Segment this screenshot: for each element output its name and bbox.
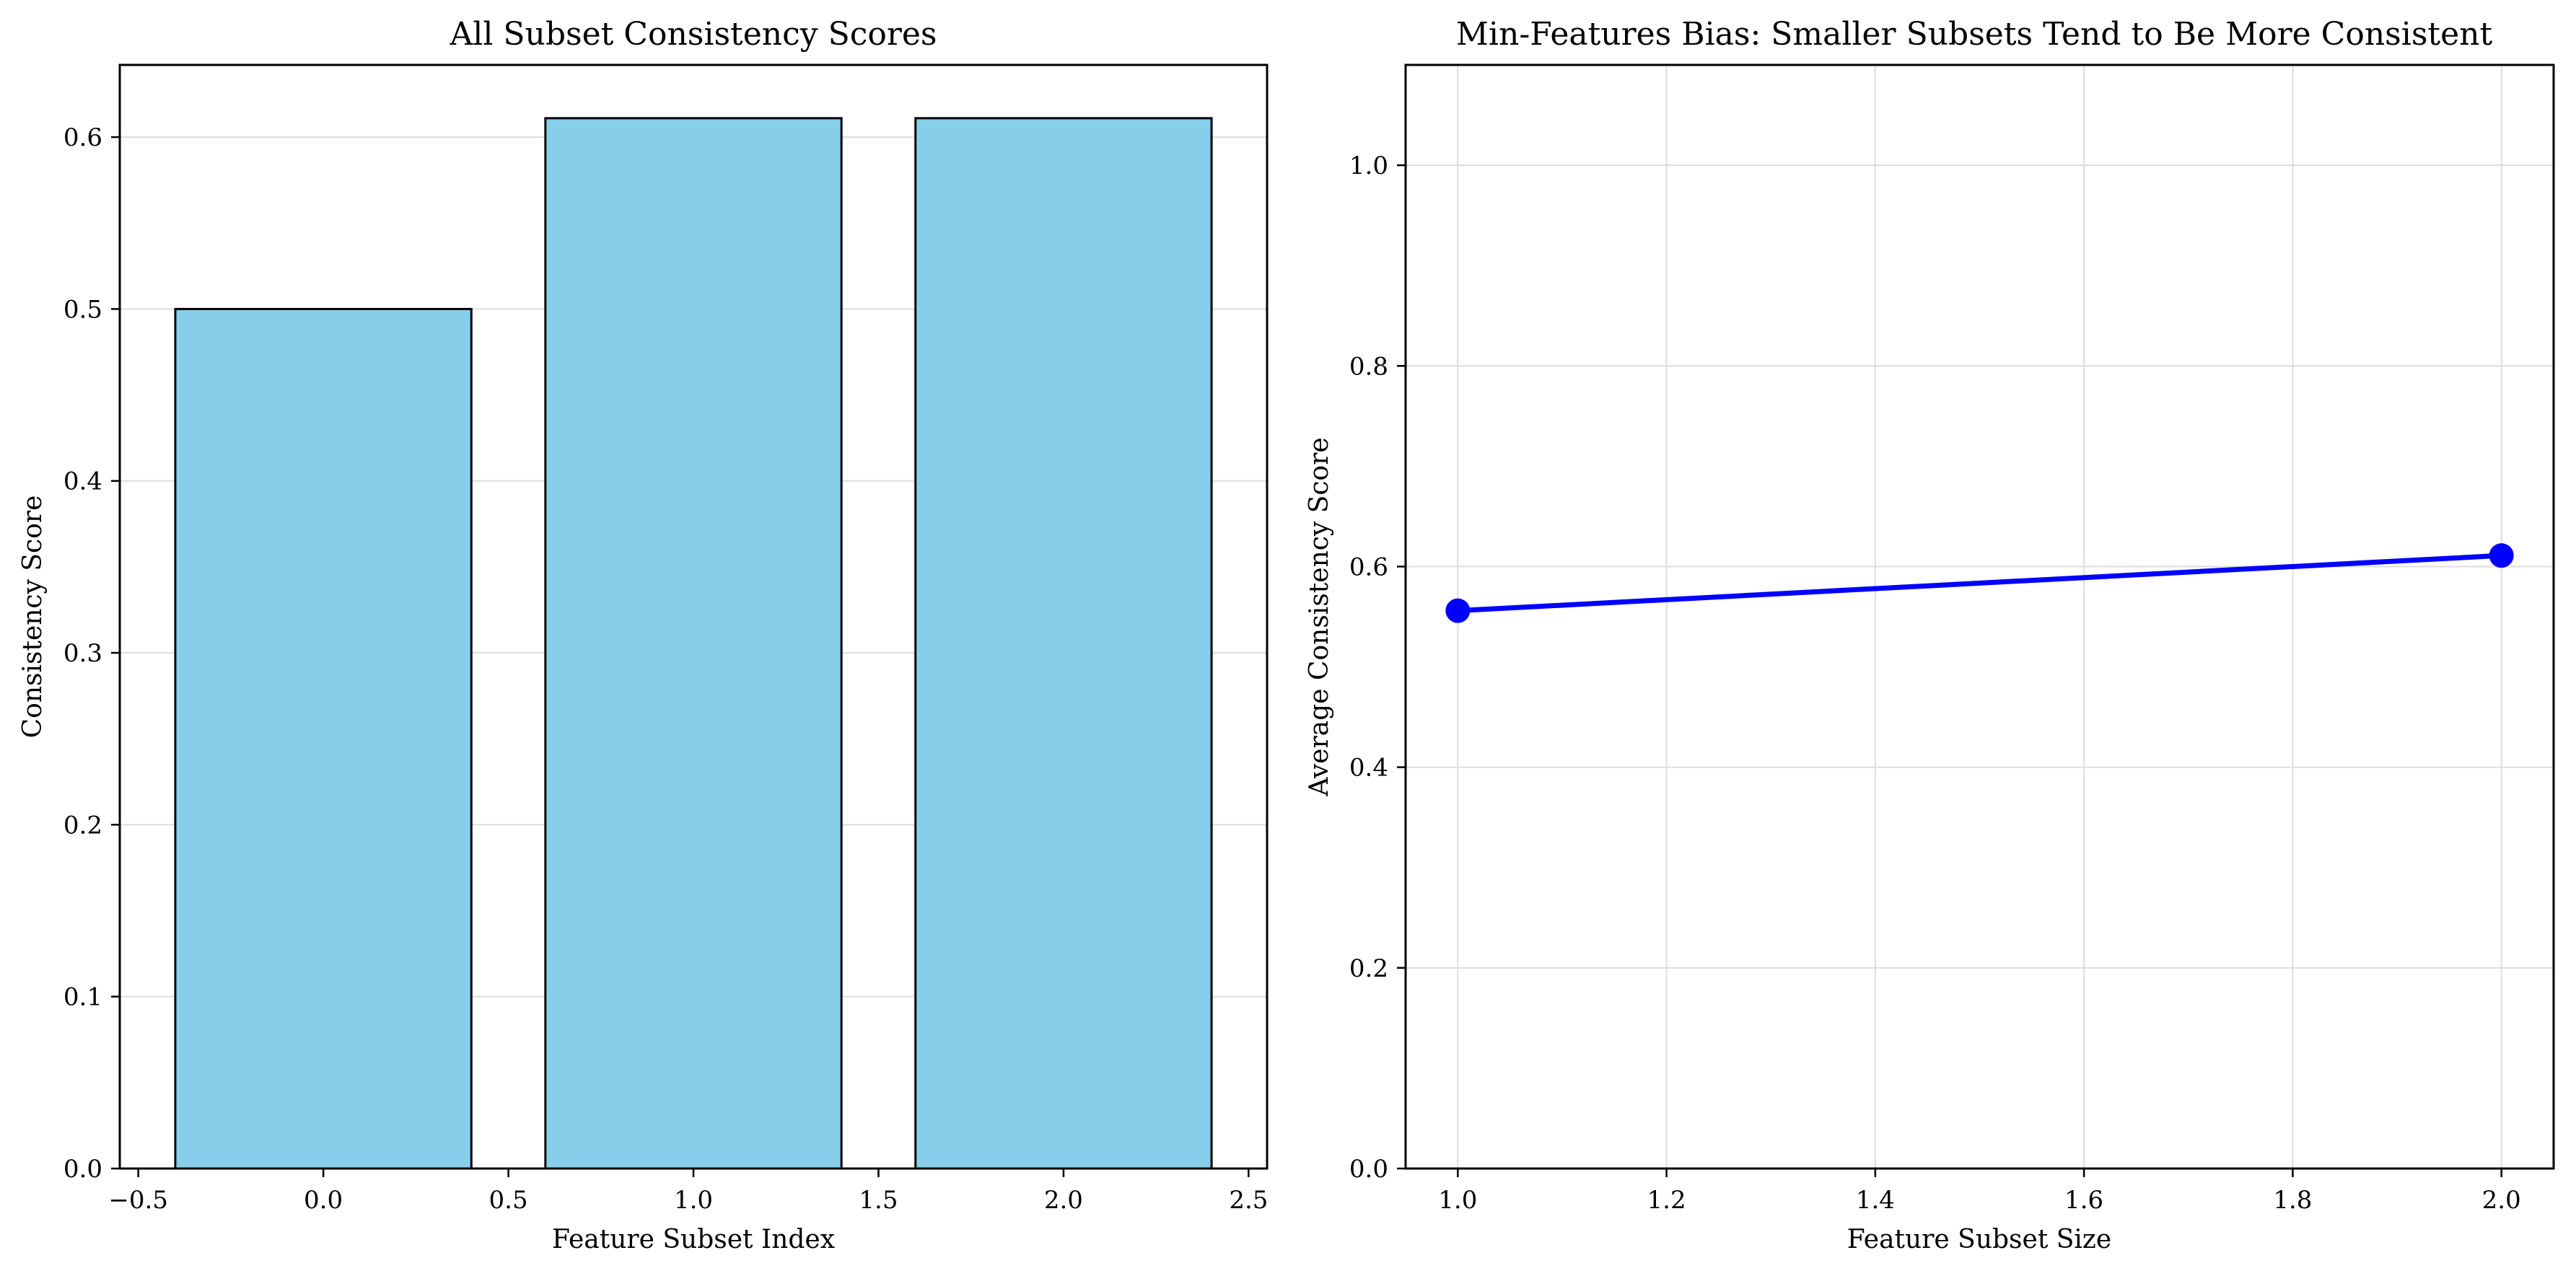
bar-chart-x-tick-label: −0.5 (108, 1186, 168, 1215)
line-chart-x-axis-label: Feature Subset Size (1847, 1225, 2111, 1254)
line-chart-gridlines (1406, 65, 2554, 1169)
bar-chart-x-tick-label: 1.5 (859, 1186, 898, 1215)
bar-1 (544, 117, 843, 1170)
line-chart-x-ticks: 1.0 1.2 1.4 1.6 1.8 2.0 (1438, 1169, 2521, 1215)
bar-chart-x-ticks: −0.5 0.0 0.5 1.0 1.5 2.0 2.5 (108, 1169, 1268, 1215)
bar-chart-title: All Subset Consistency Scores (449, 16, 937, 53)
bar-chart-y-tick-label: 0.1 (63, 983, 102, 1012)
bar-chart-x-axis-label: Feature Subset Index (552, 1225, 835, 1254)
line-chart-y-tick-label: 0.6 (1349, 553, 1388, 581)
line-chart-x-tick-label: 1.0 (1438, 1186, 1477, 1215)
bar-chart-panel: All Subset Consistency Scores −0.5 0.0 0.5… (18, 16, 1269, 1254)
bar-chart-y-tick-label: 0.4 (63, 467, 102, 496)
line-chart-x-tick-label: 2.0 (2482, 1186, 2521, 1215)
line-chart-y-tick-label: 1.0 (1349, 151, 1388, 180)
bar-chart-y-tick-label: 0.2 (63, 811, 102, 840)
line-chart-x-tick-label: 1.8 (2273, 1186, 2312, 1215)
line-chart-y-tick-label: 0.2 (1349, 954, 1388, 983)
line-chart-x-tick-label: 1.2 (1647, 1186, 1686, 1215)
bar-chart-x-tick-label: 1.0 (674, 1186, 713, 1215)
line-chart-title: Min-Features Bias: Smaller Subsets Tend … (1456, 16, 2493, 53)
line-chart-series-line (1455, 553, 2505, 614)
bar-chart-x-tick-label: 0.5 (489, 1186, 528, 1215)
line-chart-point-0 (1445, 598, 1471, 623)
bar-chart-x-tick-label: 2.5 (1229, 1186, 1268, 1215)
bar-chart-y-tick-label: 0.3 (63, 639, 102, 668)
line-chart-series (1445, 543, 2514, 623)
line-chart-plot-frame (1404, 63, 2555, 1170)
line-chart-y-ticks: 0.0 0.2 0.4 0.6 0.8 1.0 (1349, 151, 1406, 1184)
line-chart-x-tick-label: 1.6 (2064, 1186, 2103, 1215)
line-chart-y-tick-label: 0.0 (1349, 1155, 1388, 1184)
bar-0 (174, 307, 473, 1170)
bar-chart-bars (174, 117, 1213, 1170)
line-chart-y-axis-label: Average Consistency Score (1305, 437, 1334, 796)
bar-chart-y-tick-label: 0.6 (63, 123, 102, 152)
bar-2 (914, 117, 1213, 1170)
line-chart-y-tick-label: 0.4 (1349, 754, 1388, 783)
bar-chart-y-tick-label: 0.0 (63, 1155, 102, 1184)
bar-chart-x-tick-label: 2.0 (1044, 1186, 1083, 1215)
line-chart-point-1 (2489, 543, 2514, 568)
line-chart-x-tick-label: 1.4 (1856, 1186, 1895, 1215)
bar-chart-y-ticks: 0.0 0.1 0.2 0.3 0.4 0.5 0.6 (63, 123, 120, 1184)
line-chart-y-tick-label: 0.8 (1349, 352, 1388, 381)
line-chart-panel: Min-Features Bias: Smaller Subsets Tend … (1305, 16, 2555, 1254)
bar-chart-y-tick-label: 0.5 (63, 295, 102, 324)
bar-chart-x-tick-label: 0.0 (304, 1186, 343, 1215)
bar-chart-y-axis-label: Consistency Score (18, 496, 48, 739)
